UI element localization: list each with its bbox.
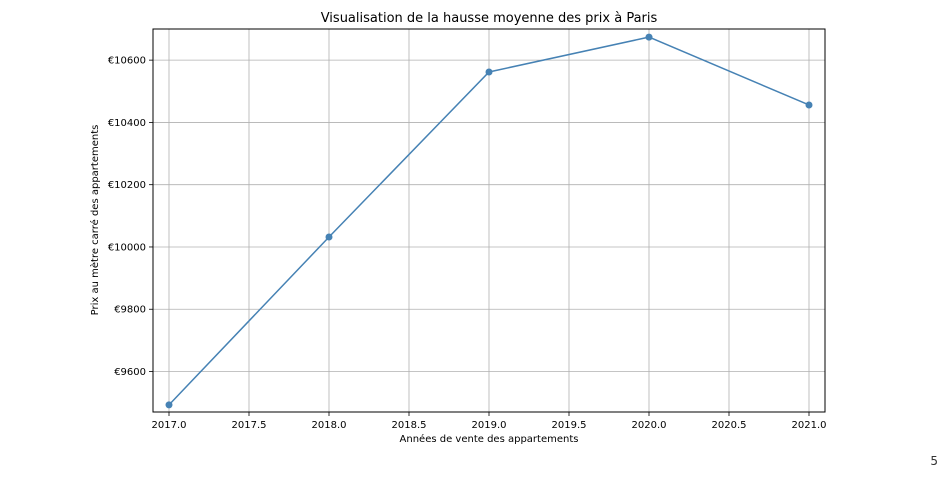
x-tick-label: 2020.0 [632, 420, 667, 431]
x-axis: 2017.0 2017.5 2018.0 2018.5 2019.0 2019.5 2020… [152, 412, 827, 431]
series-group [165, 33, 813, 409]
data-point [805, 101, 813, 109]
y-tick-label: €9800 [114, 305, 146, 316]
y-tick-label: €10200 [108, 180, 146, 191]
y-axis: €9600 €9800 €10000 €10200 €10400 €10600 [108, 56, 153, 378]
page-number: 5 [930, 454, 938, 468]
x-tick-label: 2018.5 [392, 420, 427, 431]
x-tick-label: 2019.0 [472, 420, 507, 431]
x-tick-label: 2018.0 [312, 420, 347, 431]
chart-title: Visualisation de la hausse moyenne des p… [321, 11, 658, 26]
data-point [485, 68, 493, 76]
y-tick-label: €9600 [114, 367, 146, 378]
x-tick-label: 2017.0 [152, 420, 187, 431]
y-tick-label: €10600 [108, 56, 146, 67]
x-tick-label: 2019.5 [552, 420, 587, 431]
y-tick-label: €10000 [108, 242, 146, 253]
x-tick-label: 2020.5 [712, 420, 747, 431]
x-tick-label: 2021.0 [792, 420, 827, 431]
y-tick-label: €10400 [108, 118, 146, 129]
x-tick-label: 2017.5 [232, 420, 267, 431]
x-axis-label: Années de vente des appartements [400, 433, 579, 445]
data-point [325, 233, 333, 241]
data-point [165, 401, 173, 409]
y-axis-label: Prix au mètre carré des appartements [89, 125, 101, 316]
data-point [645, 33, 653, 41]
grid [153, 29, 825, 412]
